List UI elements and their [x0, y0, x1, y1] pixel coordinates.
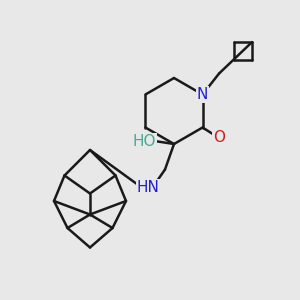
Text: HN: HN	[136, 180, 159, 195]
Text: O: O	[213, 130, 225, 146]
Text: N: N	[197, 87, 208, 102]
Text: HO: HO	[132, 134, 156, 148]
